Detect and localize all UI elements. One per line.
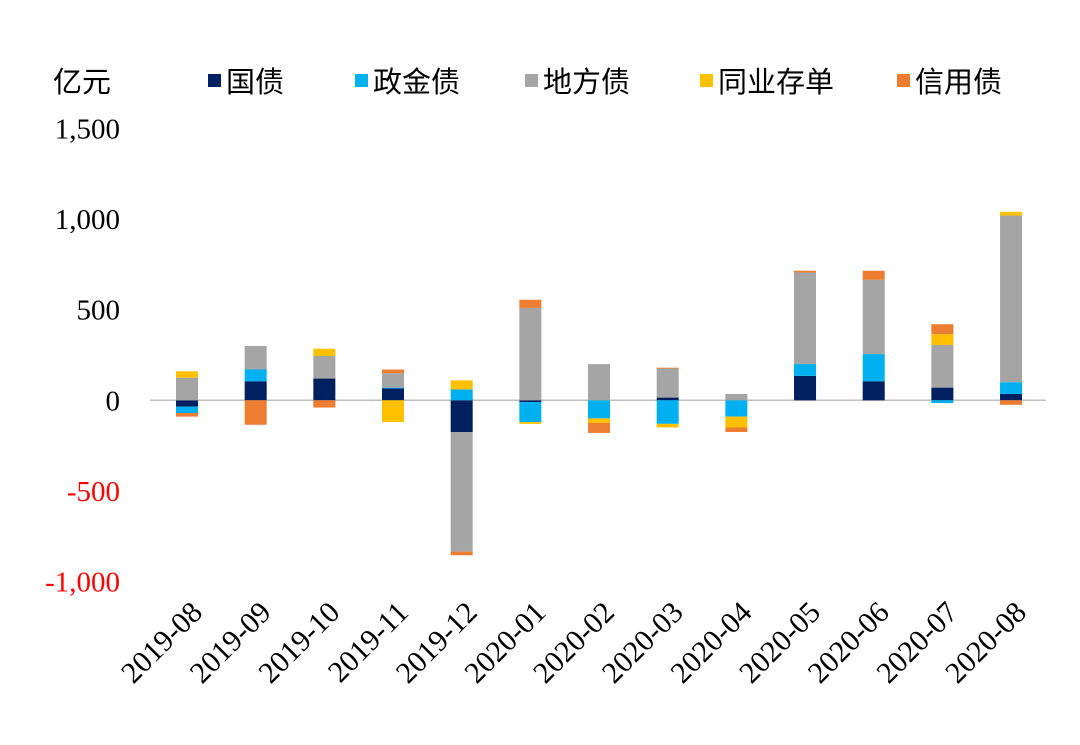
bar-segment-2020-03-series-2	[656, 368, 679, 398]
bar-stack-2019-11	[382, 369, 405, 423]
bar-segment-2020-01-series-3	[519, 422, 542, 424]
legend-swatch-3	[700, 74, 713, 87]
bar-segment-2019-11-series-4	[382, 369, 405, 374]
bar-segment-2020-06-series-0	[862, 381, 885, 401]
legend-item-1: 政金债	[355, 66, 460, 99]
bar-segment-2020-08-series-3	[1000, 211, 1023, 216]
bar-stack-2020-03	[656, 367, 679, 428]
bar-segment-2020-06-series-1	[862, 354, 885, 382]
legend: 国债 政金债 地方债 同业存单 信用债	[208, 66, 1002, 99]
y-tick-label-5: -1,000	[45, 567, 120, 599]
bar-segment-2019-12-series-3	[450, 380, 473, 390]
bar-stack-2020-06	[862, 270, 885, 401]
bar-segment-2020-08-series-0	[1000, 393, 1023, 401]
bar-segment-2020-04-series-4	[725, 427, 748, 433]
bar-segment-2019-10-series-3	[313, 348, 336, 356]
bar-stacks	[176, 211, 1023, 556]
bar-segment-2020-03-series-0	[656, 397, 679, 401]
bar-stack-2020-05	[794, 270, 817, 401]
bar-segment-2020-04-series-1	[725, 400, 748, 417]
bar-segment-2020-01-series-1	[519, 402, 542, 423]
bar-segment-2020-05-series-2	[794, 272, 817, 365]
bar-stack-2019-09	[244, 345, 267, 425]
y-tick-label-2: 500	[77, 295, 121, 327]
bar-stack-2020-04	[725, 393, 748, 433]
bar-segment-2020-07-series-2	[931, 345, 954, 388]
bar-segment-2020-03-series-4	[656, 367, 679, 369]
bar-segment-2020-07-series-4	[931, 324, 954, 335]
bar-segment-2020-03-series-1	[656, 400, 679, 424]
bar-segment-2020-07-series-3	[931, 334, 954, 346]
legend-swatch-2	[525, 74, 538, 87]
bar-segment-2019-09-series-2	[244, 345, 267, 370]
bar-segment-2020-08-series-1	[1000, 382, 1023, 394]
bar-stack-2019-10	[313, 348, 336, 408]
bar-segment-2019-10-series-2	[313, 355, 336, 379]
bar-stack-2020-08	[1000, 211, 1023, 405]
bar-segment-2019-10-series-0	[313, 378, 336, 401]
bar-segment-2020-02-series-2	[588, 364, 611, 401]
bar-segment-2019-08-series-0	[176, 400, 198, 407]
bar-segment-2019-11-series-1	[382, 387, 405, 389]
bar-segment-2019-08-series-4	[176, 412, 198, 417]
legend-label-0: 国债	[226, 66, 284, 99]
legend-label-4: 信用债	[915, 66, 1002, 99]
bar-segment-2020-02-series-4	[588, 422, 611, 433]
legend-swatch-4	[897, 74, 910, 87]
bar-segment-2020-08-series-2	[1000, 215, 1023, 383]
bar-stack-2020-01	[519, 299, 542, 424]
bar-segment-2019-09-series-0	[244, 381, 267, 401]
bar-stack-2020-02	[588, 364, 611, 433]
legend-item-2: 地方债	[525, 66, 630, 99]
bar-segment-2020-01-series-4	[519, 299, 542, 308]
bar-segment-2019-12-series-2	[450, 432, 473, 552]
bar-segment-2020-05-series-0	[794, 375, 817, 401]
bar-segment-2020-03-series-3	[656, 423, 679, 428]
legend-label-1: 政金债	[373, 66, 460, 99]
bar-segment-2019-12-series-1	[450, 389, 473, 401]
x-axis-tick-labels: 2019-082019-092019-102019-112019-122020-…	[115, 596, 1033, 690]
bar-segment-2019-12-series-0	[450, 400, 473, 433]
bar-segment-2019-11-series-3	[382, 400, 405, 423]
bar-segment-2020-08-series-4	[1000, 400, 1023, 405]
y-tick-label-1: 1,000	[55, 204, 120, 236]
bar-segment-2019-12-series-4	[450, 551, 473, 556]
bar-stack-2019-08	[176, 371, 198, 417]
bar-segment-2020-06-series-4	[862, 270, 885, 280]
legend-item-0: 国债	[208, 66, 284, 99]
bar-segment-2019-08-series-3	[176, 371, 198, 378]
y-axis-unit-label: 亿元	[53, 66, 111, 99]
y-axis-tick-labels: 1,500 1,000 500 0 -500 -1,000	[45, 114, 120, 599]
bar-segment-2020-07-series-1	[931, 400, 954, 404]
legend-swatch-0	[208, 74, 221, 87]
bar-segment-2020-02-series-1	[588, 400, 611, 419]
bar-segment-2020-05-series-4	[794, 270, 817, 273]
legend-label-3: 同业存单	[718, 66, 834, 99]
bar-segment-2020-05-series-1	[794, 364, 817, 376]
bar-segment-2020-01-series-2	[519, 307, 542, 401]
legend-swatch-1	[355, 74, 368, 87]
bar-segment-2019-10-series-4	[313, 400, 336, 408]
y-tick-label-3: 0	[106, 385, 121, 417]
bar-segment-2019-09-series-4	[244, 400, 267, 425]
bar-segment-2019-11-series-2	[382, 373, 405, 388]
bar-stack-2019-12	[450, 380, 473, 556]
bar-segment-2020-01-series-0	[519, 400, 542, 403]
y-tick-label-0: 1,500	[55, 114, 120, 146]
bar-segment-2020-04-series-2	[725, 393, 748, 401]
bar-segment-2020-07-series-0	[931, 387, 954, 401]
bar-segment-2020-02-series-3	[588, 418, 611, 423]
legend-item-3: 同业存单	[700, 66, 834, 99]
bar-stack-2020-07	[931, 324, 954, 404]
y-tick-label-4: -500	[67, 476, 120, 508]
bar-segment-2019-08-series-1	[176, 406, 198, 413]
legend-label-2: 地方债	[543, 66, 630, 99]
bar-segment-2020-06-series-2	[862, 279, 885, 355]
bar-segment-2019-09-series-1	[244, 369, 267, 382]
bar-segment-2020-04-series-3	[725, 416, 748, 428]
legend-item-4: 信用债	[897, 66, 1002, 99]
bar-segment-2019-08-series-2	[176, 377, 198, 401]
bar-segment-2019-11-series-0	[382, 388, 405, 401]
